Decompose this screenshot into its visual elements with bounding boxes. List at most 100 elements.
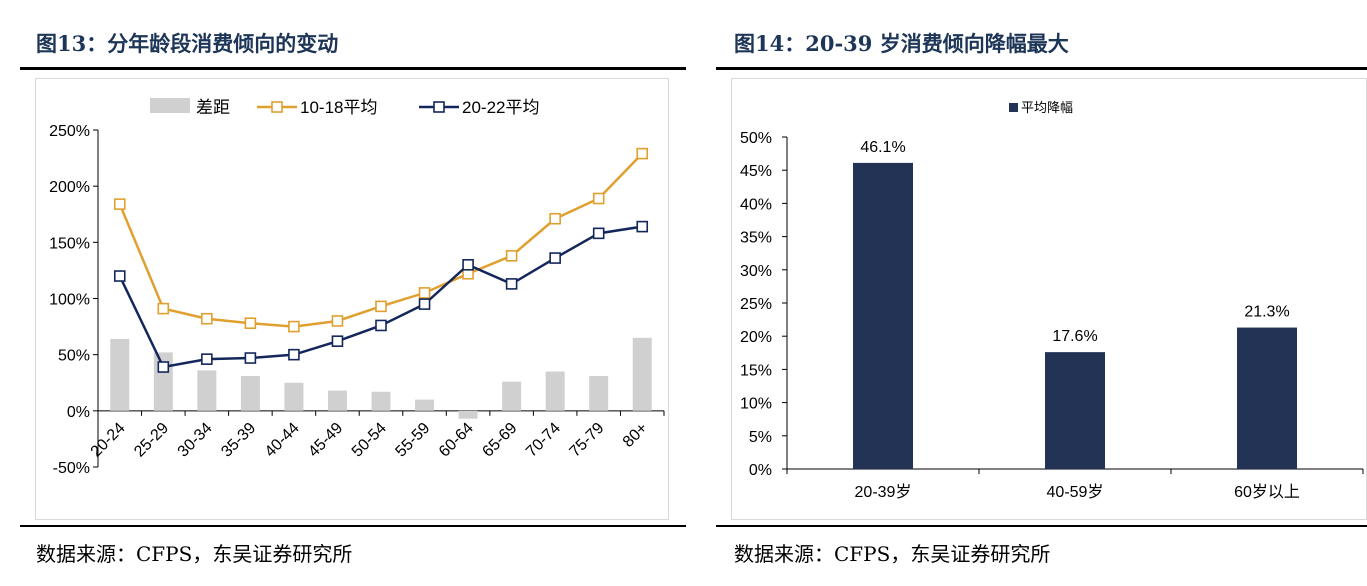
left-x-tick-label: 70-74 (523, 420, 564, 461)
left-line-20-22-point (549, 252, 561, 264)
left-source-note: 数据来源：CFPS，东吴证券研究所 (36, 542, 353, 566)
left-chart-frame: -50% 0% 50% 100% 150% 200% 250% 20-24 25-29 30-34… (35, 78, 669, 520)
right-top-rule (716, 67, 1367, 70)
left-chart: -50% 0% 50% 100% 150% 200% 250% 20-24 25-29 30-34… (49, 98, 665, 477)
left-x-tick-label: 30-34 (175, 420, 216, 461)
left-y-tick-label: 50% (58, 348, 90, 365)
right-legend-swatch (1009, 103, 1018, 112)
right-bar-value-label: 17.6% (1052, 328, 1097, 345)
left-bar-gap (110, 338, 130, 411)
left-line-20-22-point (113, 270, 126, 282)
left-line-10-18-point (549, 212, 561, 225)
left-line-10-18-point (375, 300, 387, 313)
right-bar-avg-decline (1045, 352, 1105, 469)
left-y-tick-label: 250% (49, 123, 90, 140)
right-y-tick-label: 25% (740, 296, 772, 313)
left-line-10-18-point (418, 287, 431, 299)
right-figure-title: 图14：20-39 岁消费倾向降幅最大 (734, 31, 1069, 56)
right-y-tick-label: 35% (740, 230, 772, 247)
left-bar-gap (197, 370, 217, 411)
left-x-tick-label: 45-49 (305, 420, 346, 461)
left-line-20-22-point (636, 220, 649, 233)
left-x-tick-label: 65-69 (479, 420, 520, 461)
right-bar-value-label: 46.1% (860, 139, 905, 156)
left-bottom-rule (20, 525, 686, 527)
left-bar-gap (153, 352, 173, 411)
left-x-tick-label: 75-79 (567, 420, 608, 461)
left-line-20-22 (118, 225, 643, 369)
left-line-10-18-point (113, 198, 126, 210)
left-y-tick-label: -50% (53, 460, 90, 477)
right-y-tick-label: 15% (740, 362, 772, 379)
left-line-20-22-point (288, 348, 300, 361)
left-y-tick-label: 100% (49, 292, 90, 309)
left-bar-gap (589, 376, 609, 411)
left-bar-gap (458, 410, 478, 419)
left-x-tick-label: 55-59 (392, 420, 433, 461)
left-line-10-18-point (201, 312, 213, 325)
right-y-tick-label: 50% (740, 130, 772, 147)
right-legend-label: 平均降幅 (1021, 100, 1073, 115)
right-y-tick-label: 30% (740, 263, 772, 280)
right-x-tick-label: 20-39岁 (855, 483, 912, 501)
left-line-20-22-point (375, 319, 387, 332)
left-y-tick-label: 200% (49, 179, 90, 196)
left-bar-gap (545, 371, 565, 411)
left-bar-gap (284, 382, 304, 411)
left-bar-gap (327, 390, 347, 411)
right-legend: 平均降幅 (1009, 100, 1073, 115)
left-x-tick-label: 25-29 (131, 420, 172, 461)
left-line-20-22-point (592, 227, 605, 240)
left-line-20-22-point (244, 352, 257, 364)
left-x-tick-label: 40-44 (262, 420, 303, 461)
left-line-10-18-point (505, 250, 518, 262)
right-bar-avg-decline (853, 162, 913, 469)
right-y-tick-label: 0% (749, 462, 772, 479)
left-x-tick-label: 35-39 (218, 420, 259, 461)
left-legend: 差距 10-18平均 20-22平均 (150, 98, 539, 117)
left-legend-label-20-22: 20-22平均 (462, 98, 539, 117)
right-y-tick-label: 40% (740, 196, 772, 213)
left-line-20-22-point (418, 298, 431, 310)
left-line-10-18-point (636, 147, 649, 160)
right-x-tick-label: 40-59岁 (1047, 483, 1104, 501)
right-x-tick-label: 60岁以上 (1234, 483, 1300, 501)
left-legend-label-10-18: 10-18平均 (300, 98, 377, 117)
right-chart: 0% 5% 10% 15% 20% 25% 30% 35% 40% 45% 50% 46.1% 17.6… (740, 100, 1364, 501)
left-line-20-22-point (462, 259, 474, 271)
left-bar-gap (502, 381, 522, 411)
left-top-rule (20, 67, 686, 70)
left-x-tick-label: 60-64 (436, 420, 477, 461)
left-line-20-22-point (201, 353, 213, 365)
left-line-10-18-point (157, 302, 170, 315)
right-bar-avg-decline (1237, 327, 1297, 469)
right-y-tick-label: 20% (740, 329, 772, 346)
left-bar-gap (240, 376, 260, 411)
right-bottom-rule (716, 525, 1367, 527)
left-bar-gap (371, 391, 391, 411)
left-line-10-18-point (331, 315, 344, 327)
right-bar-value-label: 21.3% (1244, 304, 1289, 321)
left-legend-swatch-gap (150, 98, 190, 113)
left-legend-label-gap: 差距 (196, 98, 230, 117)
left-line-10-18-point (288, 320, 300, 333)
left-x-tick-label: 50-54 (349, 420, 390, 461)
right-y-tick-label: 5% (749, 429, 772, 446)
left-x-tick-label: 80+ (620, 420, 651, 451)
right-chart-frame: 0% 5% 10% 15% 20% 25% 30% 35% 40% 45% 50% 46.1% 17.6… (731, 78, 1367, 520)
left-legend-marker-20-22 (433, 101, 445, 113)
left-legend-marker-10-18 (271, 101, 283, 113)
left-line-20-22-point (331, 335, 344, 347)
left-y-tick-label: 150% (49, 235, 90, 252)
right-y-tick-label: 45% (740, 163, 772, 180)
left-x-tick-label: 20-24 (88, 420, 129, 461)
left-bar-gap (415, 399, 435, 411)
right-source-note: 数据来源：CFPS，东吴证券研究所 (734, 542, 1051, 566)
left-line-10-18-point (592, 192, 605, 205)
left-line-20-22-point (157, 361, 170, 373)
left-line-10-18-point (244, 317, 257, 330)
left-bar-gap (632, 337, 652, 411)
right-y-tick-label: 10% (740, 396, 772, 413)
left-line-20-22-point (505, 278, 518, 290)
left-figure-title: 图13：分年龄段消费倾向的变动 (36, 31, 339, 56)
